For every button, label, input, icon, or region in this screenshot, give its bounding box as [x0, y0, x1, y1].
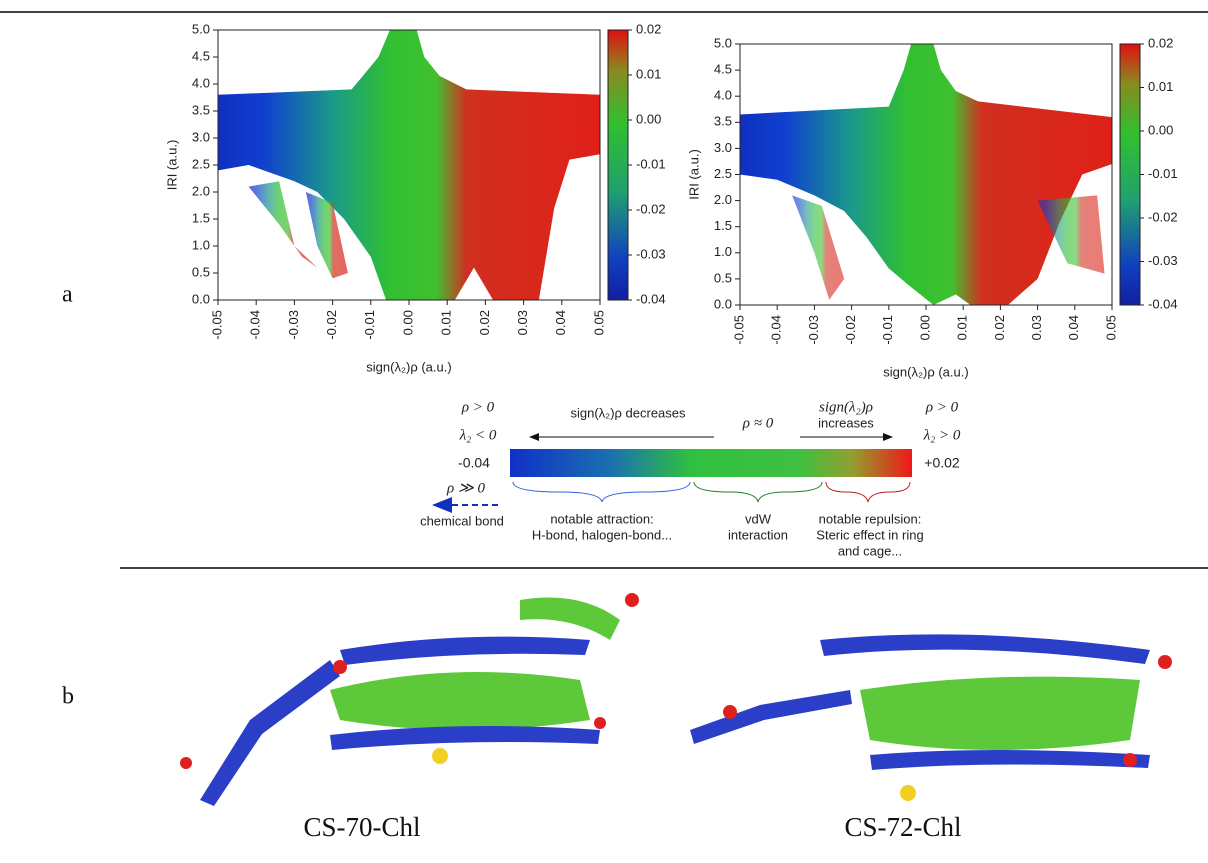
colorbar — [1120, 44, 1140, 305]
caption: CS-72-Chl — [844, 812, 961, 842]
colorbar-tick-label: -0.02 — [1148, 209, 1178, 224]
y-tick-label: 5.0 — [714, 35, 732, 50]
x-tick-label: 0.00 — [400, 310, 415, 335]
text: notable repulsion: — [819, 511, 922, 526]
text: vdW — [745, 511, 772, 526]
y-tick-label: 0.5 — [714, 270, 732, 285]
colorbar-tick-label: 0.02 — [1148, 35, 1173, 50]
x-tick-label: 0.02 — [992, 315, 1007, 340]
text: H-bond, halogen-bond... — [532, 527, 672, 542]
colorbar-tick-label: -0.03 — [636, 246, 666, 261]
text: and cage... — [838, 543, 902, 558]
colorbar-tick-label: -0.01 — [1148, 166, 1178, 181]
y-tick-label: 3.0 — [192, 129, 210, 144]
x-tick-label: 0.04 — [1066, 315, 1081, 340]
text: +0.02 — [924, 455, 960, 471]
x-tick-label: -0.01 — [362, 310, 377, 340]
y-tick-label: 0.0 — [192, 291, 210, 306]
x-tick-label: 0.05 — [591, 310, 606, 335]
x-axis-label: sign(λ₂)ρ (a.u.) — [366, 359, 451, 374]
colorbar-tick-label: 0.01 — [1148, 79, 1173, 94]
y-tick-label: 0.0 — [714, 296, 732, 311]
y-tick-label: 2.0 — [192, 183, 210, 198]
colorbar-tick-label: 0.02 — [636, 21, 661, 36]
y-tick-label: 3.5 — [192, 102, 210, 117]
text: -0.04 — [458, 455, 490, 471]
molecule-image — [690, 634, 1172, 801]
colorbar-tick-label: 0.00 — [1148, 122, 1173, 137]
colorbar-tick-label: -0.04 — [1148, 296, 1178, 311]
x-tick-label: 0.03 — [515, 310, 530, 335]
text: λ₂ < 0 — [459, 427, 497, 443]
y-tick-label: 2.5 — [192, 156, 210, 171]
text: λ₂ > 0 — [923, 427, 961, 443]
x-tick-label: 0.01 — [955, 315, 970, 340]
x-tick-label: -0.01 — [880, 315, 895, 345]
x-tick-label: 0.02 — [477, 310, 492, 335]
x-tick-label: -0.04 — [769, 315, 784, 345]
text: interaction — [728, 527, 788, 542]
caption: CS-70-Chl — [303, 812, 420, 842]
text: ρ > 0 — [461, 399, 495, 415]
text: increases — [818, 415, 874, 430]
y-tick-label: 1.5 — [192, 210, 210, 225]
colorbar — [608, 30, 628, 300]
colorbar-tick-label: 0.00 — [636, 111, 661, 126]
text: notable attraction: — [550, 511, 653, 526]
text: chemical bond — [420, 513, 504, 528]
y-tick-label: 1.5 — [714, 218, 732, 233]
x-tick-label: 0.00 — [917, 315, 932, 340]
y-tick-label: 2.0 — [714, 192, 732, 207]
x-tick-label: -0.02 — [843, 315, 858, 345]
legend-diagram: ρ > 0 λ₂ < 0 sign(λ₂)ρ decreases ρ ≈ 0 s… — [420, 399, 961, 558]
y-tick-label: 2.5 — [714, 166, 732, 181]
text: ρ > 0 — [925, 399, 959, 415]
x-tick-label: -0.05 — [731, 315, 746, 345]
y-tick-label: 5.0 — [192, 21, 210, 36]
x-tick-label: 0.03 — [1029, 315, 1044, 340]
molecule-image — [180, 593, 639, 806]
colorbar-tick-label: -0.01 — [636, 156, 666, 171]
y-axis-label: IRI (a.u.) — [164, 140, 179, 191]
scatter-cloud — [740, 44, 1112, 305]
x-tick-label: -0.04 — [248, 310, 263, 340]
colorbar-tick-label: -0.04 — [636, 291, 666, 306]
y-tick-label: 4.0 — [192, 75, 210, 90]
gradient-bar — [510, 449, 912, 477]
text: sign(λ₂)ρ decreases — [570, 405, 686, 420]
y-tick-label: 4.5 — [714, 62, 732, 77]
text: sign(λ₂)ρ — [819, 399, 873, 415]
colorbar-tick-label: -0.03 — [1148, 253, 1178, 268]
brace — [693, 481, 823, 503]
text: Steric effect in ring — [816, 527, 923, 542]
colorbar-tick-label: -0.02 — [636, 201, 666, 216]
y-tick-label: 3.0 — [714, 140, 732, 155]
colorbar-tick-label: 0.01 — [636, 66, 661, 81]
panel-label: a — [62, 282, 73, 308]
x-tick-label: 0.04 — [553, 310, 568, 335]
y-tick-label: 0.5 — [192, 264, 210, 279]
text: ρ ≈ 0 — [742, 415, 774, 431]
x-tick-label: -0.05 — [209, 310, 224, 340]
y-tick-label: 4.5 — [192, 48, 210, 63]
x-axis-label: sign(λ₂)ρ (a.u.) — [883, 364, 968, 379]
y-tick-label: 1.0 — [192, 237, 210, 252]
y-axis-label: IRI (a.u.) — [686, 149, 701, 200]
brace — [825, 481, 911, 503]
y-tick-label: 4.0 — [714, 88, 732, 103]
text: ρ ≫ 0 — [446, 480, 485, 496]
x-tick-label: -0.03 — [286, 310, 301, 340]
scatter-cloud — [218, 30, 600, 300]
panel-label: b — [62, 684, 74, 710]
x-tick-label: 0.01 — [439, 310, 454, 335]
brace — [512, 481, 691, 503]
x-tick-label: -0.03 — [806, 315, 821, 345]
x-tick-label: -0.02 — [324, 310, 339, 340]
x-tick-label: 0.05 — [1103, 315, 1118, 340]
y-tick-label: 1.0 — [714, 244, 732, 259]
y-tick-label: 3.5 — [714, 114, 732, 129]
